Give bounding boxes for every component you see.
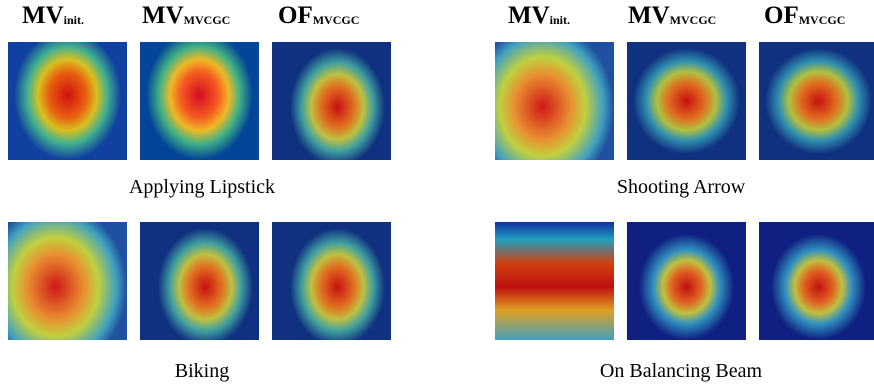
column-header: MVinit. [508,2,570,30]
header-sub: init. [64,13,84,27]
column-header: OFMVCGC [278,2,359,30]
figure: MVinit. MVMVCGC OFMVCGC MVinit. MVMVCGC … [0,0,874,385]
caption: Shooting Arrow [481,176,874,199]
column-header: MVinit. [22,2,84,30]
heatmap-image [759,42,874,160]
header-sub: init. [550,13,570,27]
heatmap-image [140,222,259,340]
heatmap-image [272,222,391,340]
heatmap-image [8,222,127,340]
header-main: MV [22,2,64,29]
caption: On Balancing Beam [481,360,874,383]
header-sub: MVCGC [313,13,360,27]
header-main: MV [508,2,550,29]
header-main: MV [628,2,670,29]
heatmap-image [627,222,746,340]
header-sub: MVCGC [184,13,231,27]
column-header: MVMVCGC [628,2,716,30]
heatmap-image [495,222,614,340]
heatmap-image [272,42,391,160]
heatmap-image [627,42,746,160]
column-header: OFMVCGC [764,2,845,30]
heatmap-image [759,222,874,340]
header-main: OF [764,2,799,29]
heatmap-image [495,42,614,160]
caption: Biking [2,360,402,383]
header-sub: MVCGC [799,13,846,27]
header-sub: MVCGC [670,13,717,27]
header-main: OF [278,2,313,29]
heatmap-image [8,42,127,160]
caption: Applying Lipstick [2,176,402,199]
header-main: MV [142,2,184,29]
column-header: MVMVCGC [142,2,230,30]
heatmap-image [140,42,259,160]
